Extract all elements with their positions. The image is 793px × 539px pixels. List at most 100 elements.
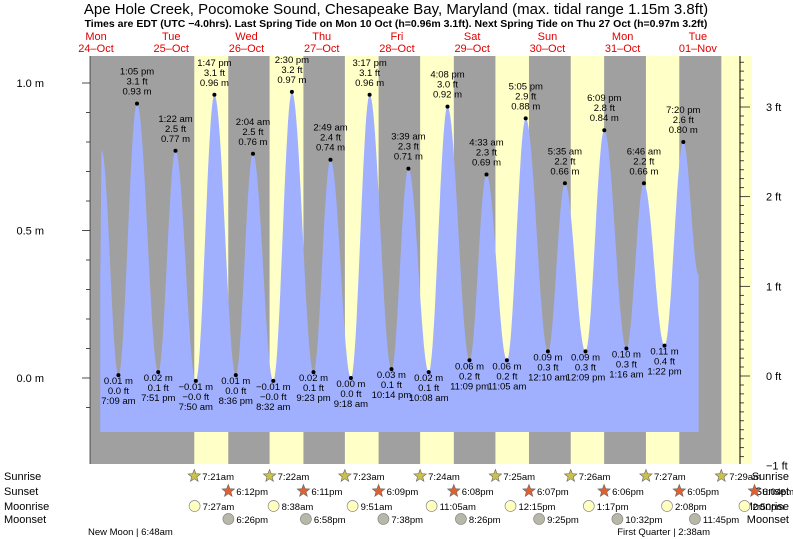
day-header-date: 01–Nov	[679, 43, 717, 55]
tide-ft-label: 2.2 ft	[554, 156, 575, 167]
tide-time-label: 5:05 pm	[509, 81, 543, 92]
tide-point	[251, 151, 255, 156]
moonrise-time: 12:15pm	[519, 502, 556, 513]
tide-ft-label: 2.9 ft	[515, 91, 536, 102]
tide-m-label: 0.84 m	[590, 113, 619, 124]
tide-ft-label: 0.1 ft	[148, 383, 169, 394]
tide-point	[289, 89, 294, 94]
day-header-date: 24–Oct	[78, 43, 113, 55]
tide-m-label: 0.69 m	[472, 158, 501, 169]
sunset-star-icon	[221, 483, 236, 497]
tide-ft-label: 3.0 ft	[437, 80, 458, 91]
moon-phase-note: First Quarter | 2:38am	[617, 527, 710, 538]
moonset-time: 9:25pm	[547, 515, 579, 526]
tide-m-label: 0.66 m	[629, 166, 658, 177]
tide-ft-label: 0.2 ft	[459, 371, 480, 382]
day-header-date: 29–Oct	[454, 43, 489, 55]
tide-m-label: 0.88 m	[511, 101, 540, 112]
tide-time-label: 4:08 pm	[430, 70, 464, 81]
tide-m-label: 0.77 m	[161, 134, 190, 145]
tide-m-label: 0.09 m	[533, 352, 562, 363]
right-tick-label: 3 ft	[766, 102, 781, 114]
day-header-date: 28–Oct	[379, 43, 414, 55]
sunset-star-icon	[371, 483, 386, 497]
tide-time-label: 1:05 pm	[120, 67, 154, 78]
tide-point	[662, 343, 667, 348]
tide-ft-label: −0.0 ft	[260, 392, 287, 403]
sunrise-star-icon	[413, 468, 428, 482]
tide-m-label: −0.01 m	[256, 382, 291, 393]
day-header-weekday: Mon	[85, 31, 106, 43]
tide-time-label: 1:16 am	[609, 370, 643, 381]
tide-ft-label: 2.5 ft	[242, 127, 263, 138]
day-header-date: 30–Oct	[530, 43, 565, 55]
sunrise-time: 7:26am	[579, 472, 611, 483]
tide-time-label: 9:18 am	[334, 399, 368, 410]
tide-time-label: 2:30 pm	[275, 55, 309, 66]
tide-point	[583, 349, 588, 354]
tide-ft-label: 2.2 ft	[633, 156, 654, 167]
sunrise-star-icon	[187, 468, 202, 482]
sunrise-time: 7:25am	[503, 472, 535, 483]
sunrise-row-label-left: Sunrise	[4, 471, 41, 483]
tide-ft-label: 2.5 ft	[165, 124, 186, 135]
tide-m-label: 0.02 m	[414, 373, 443, 384]
tide-point	[641, 181, 646, 186]
sunset-star-icon	[446, 483, 461, 497]
tide-ft-label: 2.4 ft	[320, 133, 341, 144]
moonset-moon-icon	[222, 513, 235, 525]
chart-title: Ape Hole Creek, Pocomoke Sound, Chesapea…	[84, 1, 708, 18]
tide-point	[545, 349, 550, 354]
tide-m-label: 0.06 m	[492, 361, 521, 372]
tide-labels: 0.01 m0.0 ft7:09 am1:05 pm3.1 ft0.93 m0.…	[101, 55, 700, 413]
tide-ft-label: 3.2 ft	[281, 65, 302, 76]
moonset-moon-icon	[455, 513, 467, 525]
axes: 1.0 m 0.5 m 0.0 m 3 ft 2 ft 1 ft 0 ft −1 ft	[16, 56, 788, 473]
tide-point	[624, 346, 629, 351]
tide-m-label: 0.02 m	[299, 373, 328, 384]
sunrise-star-icon	[337, 468, 352, 482]
tide-m-label: 0.71 m	[394, 152, 423, 163]
sunrise-star-icon	[488, 468, 503, 482]
moonset-moon-icon	[533, 513, 545, 525]
tide-time-label: 5:35 am	[548, 146, 582, 157]
moonset-moon-icon	[611, 513, 624, 525]
left-tick-label: 0.5 m	[16, 226, 44, 238]
moonset-row-label-right: Moonset	[747, 514, 789, 526]
day-header-date: 26–Oct	[229, 43, 264, 55]
tide-time-label: 8:36 pm	[219, 396, 253, 407]
moonrise-moon-icon	[346, 500, 359, 512]
tide-point	[445, 104, 450, 109]
sunset-time: 6:06pm	[612, 487, 644, 498]
sunrise-time: 7:21am	[202, 472, 234, 483]
right-axis-bar	[740, 56, 752, 464]
sunrise-star-icon	[262, 468, 277, 482]
day-header-weekday: Tue	[162, 31, 181, 43]
tide-ft-label: 0.2 ft	[496, 371, 517, 382]
tide-time-label: 10:08 am	[409, 393, 449, 404]
tide-point	[233, 373, 238, 378]
tide-m-label: 0.74 m	[316, 143, 345, 154]
chart-subtitle: Times are EDT (UTC −4.0hrs). Last Spring…	[85, 18, 708, 30]
tide-time-label: 1:22 pm	[647, 367, 681, 378]
tide-time-label: 6:09 pm	[587, 93, 621, 104]
tide-time-label: 11:09 pm	[450, 381, 489, 392]
tide-ft-label: 0.3 ft	[575, 362, 596, 373]
daylight-band	[721, 56, 740, 464]
tide-point	[484, 172, 489, 177]
tide-point	[328, 157, 333, 162]
tide-point	[406, 166, 411, 171]
tide-time-label: 10:14 pm	[372, 390, 412, 401]
sunset-star-icon	[296, 483, 311, 497]
tide-m-label: 0.01 m	[104, 376, 133, 387]
tide-point	[602, 128, 607, 133]
moonset-moon-icon	[300, 513, 312, 525]
sunset-row-label-right: Sunset	[755, 486, 789, 498]
right-tick-label: 2 ft	[766, 192, 781, 204]
moonset-moon-icon	[377, 513, 390, 525]
tide-point	[504, 358, 509, 363]
day-header-weekday: Mon	[612, 31, 633, 43]
astronomy-rows: Sunrise Sunrise 7:21am 7:22am 7:23am 7:24am 7:…	[4, 468, 793, 538]
tide-time-label: 8:32 am	[256, 402, 290, 413]
